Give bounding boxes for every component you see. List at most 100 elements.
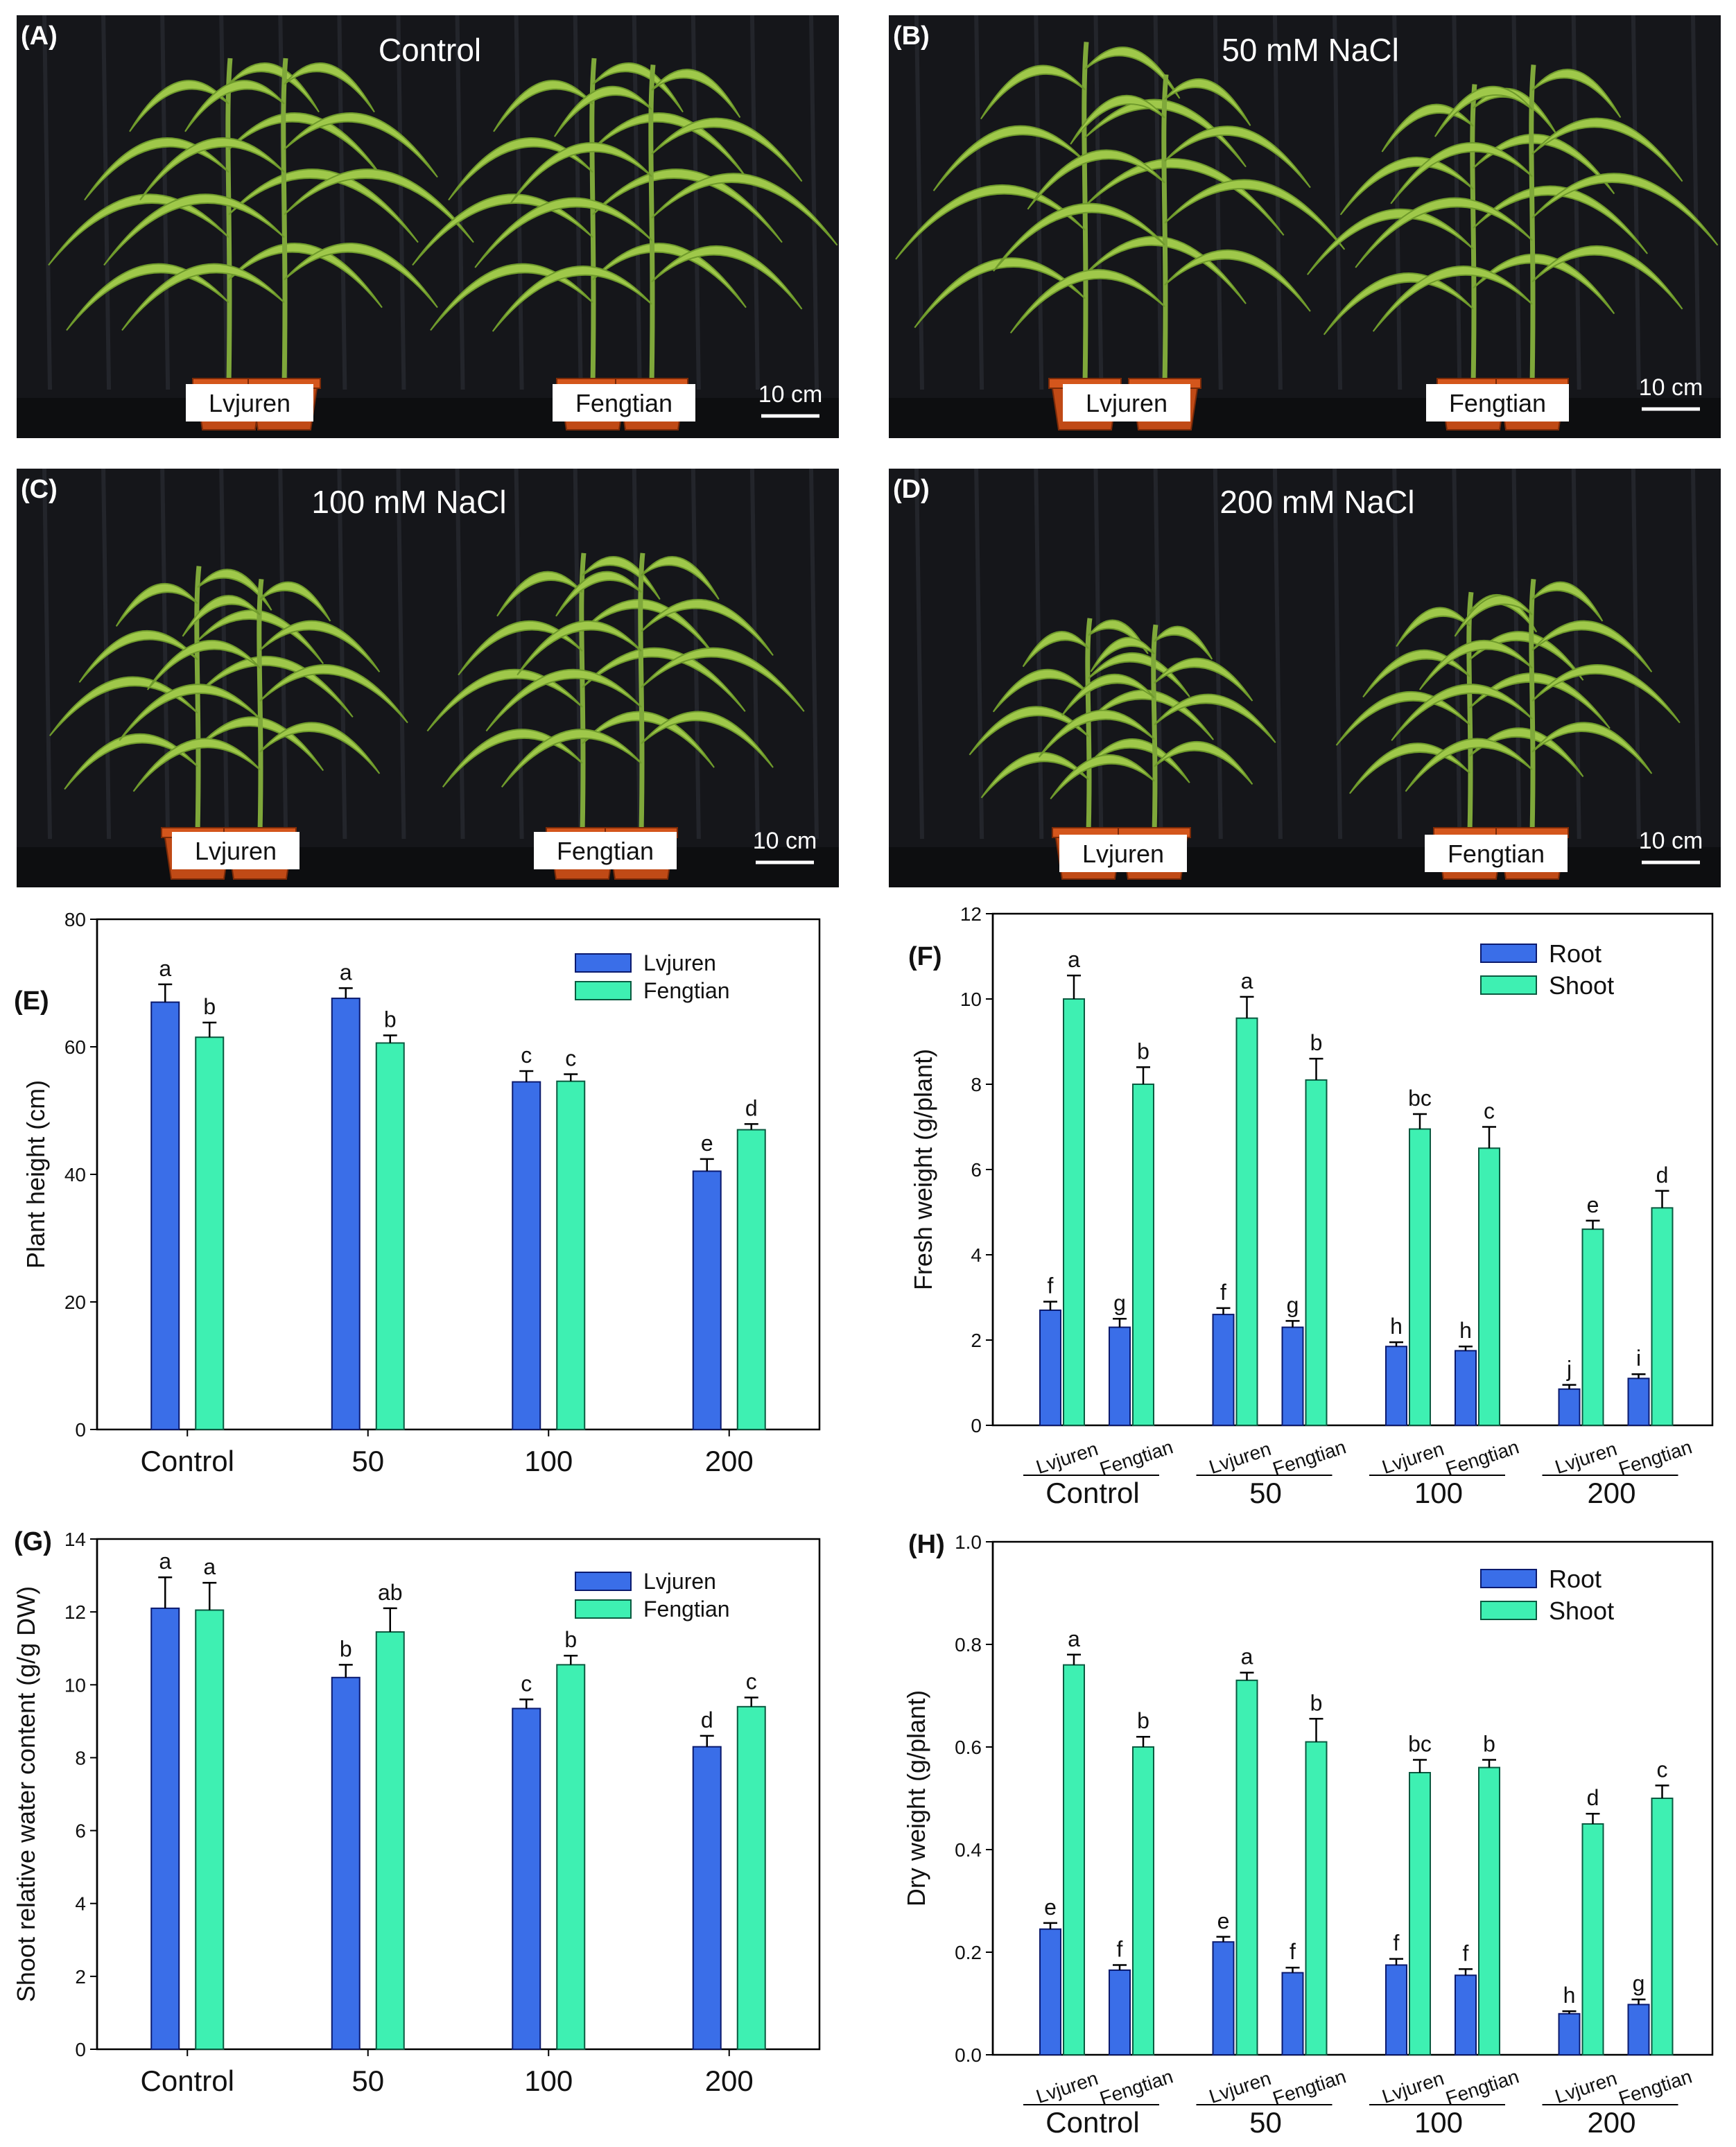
leaf xyxy=(651,173,838,246)
curtain-fold xyxy=(337,468,347,840)
leaf xyxy=(641,711,774,768)
leaf xyxy=(115,582,198,627)
legend-label: Lvjuren xyxy=(643,950,716,975)
legend-swatch xyxy=(575,981,632,1000)
photo-background xyxy=(17,15,839,438)
bar xyxy=(736,1129,766,1430)
leaf xyxy=(228,62,320,113)
leaf xyxy=(1349,742,1470,794)
leaf xyxy=(1154,625,1213,660)
x-tick-label: 50 xyxy=(351,1445,384,1477)
curtain-fold xyxy=(749,15,760,390)
curtain-fold xyxy=(1034,15,1044,390)
panel-label: (H) xyxy=(908,1530,945,1559)
x-tick-label: 200 xyxy=(705,2065,754,2097)
leaf xyxy=(474,197,652,268)
leaf xyxy=(1027,149,1165,210)
leaf xyxy=(1050,754,1155,800)
bar xyxy=(512,1081,541,1430)
y-tick-label: 40 xyxy=(64,1164,86,1185)
leaf xyxy=(1154,693,1276,743)
legend-label: Root xyxy=(1549,1565,1602,1593)
photo-title: 200 mM NaCl xyxy=(1219,484,1414,520)
leaf xyxy=(458,620,583,676)
leaf xyxy=(641,598,774,657)
leaf xyxy=(501,729,642,788)
plant-stem xyxy=(1151,624,1158,834)
photo-title: 100 mM NaCl xyxy=(311,484,506,520)
significance-letter: c xyxy=(521,1671,532,1696)
leaf xyxy=(582,711,715,768)
leaf xyxy=(1154,657,1253,702)
plant-stem xyxy=(1529,579,1536,834)
legend-swatch xyxy=(1480,944,1537,963)
curtain-fold xyxy=(1392,15,1403,390)
group-label: Control xyxy=(1045,2106,1139,2139)
leaf xyxy=(582,647,746,712)
y-tick-label: 80 xyxy=(64,909,86,930)
panel-label: (B) xyxy=(893,21,930,51)
y-tick-label: 12 xyxy=(64,1601,86,1623)
plant-stem xyxy=(1085,618,1093,834)
leaf xyxy=(426,668,583,732)
leaf xyxy=(1088,652,1190,697)
panel-label: (F) xyxy=(908,942,942,971)
bar xyxy=(1305,1741,1328,2056)
y-tick-label: 8 xyxy=(75,1747,86,1768)
bar xyxy=(1581,1823,1604,2055)
photo-title: Control xyxy=(379,32,481,68)
curtain-fold xyxy=(749,468,760,840)
curtain-fold xyxy=(160,468,171,840)
scale-bar-label: 10 cm xyxy=(758,381,823,408)
leaf xyxy=(651,69,741,119)
significance-letter: f xyxy=(1463,1940,1469,1965)
leaf xyxy=(1090,636,1155,672)
leaf xyxy=(1038,709,1155,758)
leaf xyxy=(129,80,229,132)
leaf xyxy=(1531,245,1683,310)
leaf xyxy=(103,193,285,266)
photo-floor xyxy=(17,398,839,438)
leaf xyxy=(197,716,324,772)
legend-label: Shoot xyxy=(1549,1597,1614,1625)
leaf xyxy=(969,706,1089,756)
curtain-fold xyxy=(42,15,52,390)
group-label: 100 xyxy=(1414,1477,1463,1509)
significance-letter: f xyxy=(1290,1939,1296,1964)
leaf xyxy=(228,243,383,308)
significance-letter: a xyxy=(159,956,171,981)
y-tick-label: 0 xyxy=(75,1419,86,1441)
leaf xyxy=(259,581,331,622)
leaf xyxy=(1154,741,1253,785)
significance-letter: h xyxy=(1459,1318,1472,1343)
leaf xyxy=(430,263,593,331)
leaf xyxy=(1164,125,1311,189)
leaf xyxy=(197,568,272,611)
x-tick-label: 200 xyxy=(705,1445,754,1477)
leaf xyxy=(139,137,285,201)
leaf xyxy=(1473,133,1615,195)
cultivar-label: Lvjuren xyxy=(195,837,277,865)
curtain-fold xyxy=(1631,15,1641,390)
curtain-fold xyxy=(1691,468,1701,840)
cultivar-label: Lvjuren xyxy=(1086,389,1168,417)
bar xyxy=(1651,1798,1674,2055)
photo-panel: (C) 100 mM NaCl Lvjuren Fengtian 10 cm xyxy=(17,468,839,887)
significance-letter: b xyxy=(1310,1690,1323,1715)
leaf xyxy=(1434,85,1533,137)
y-axis-label: Plant height (cm) xyxy=(21,1080,50,1269)
photo-background xyxy=(889,15,1721,438)
significance-letter: c xyxy=(521,1043,532,1068)
leaf xyxy=(1531,722,1653,774)
y-tick-label: 1.0 xyxy=(955,1531,982,1553)
significance-letter: a xyxy=(1241,1644,1253,1669)
scale-bar-label: 10 cm xyxy=(1639,828,1703,854)
curtain-fold xyxy=(455,468,465,840)
significance-letter: d xyxy=(1656,1163,1669,1188)
leaf xyxy=(1396,607,1470,647)
leaf xyxy=(1418,639,1533,690)
plant-stem xyxy=(281,58,288,385)
scale-bar-label: 10 cm xyxy=(753,828,817,854)
leaf xyxy=(1088,619,1149,654)
significance-letter: a xyxy=(203,1554,216,1579)
